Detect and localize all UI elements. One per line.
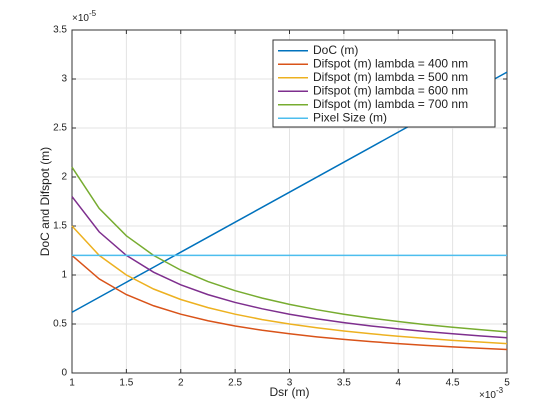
x-tick-label: 4.5: [446, 378, 460, 389]
y-tick-label: 1.5: [53, 221, 67, 232]
legend-label: DoC (m): [313, 43, 358, 57]
multiplier-base: ×10: [72, 13, 89, 24]
x-tick-label: 5: [504, 378, 510, 389]
y-tick-label: 0.5: [53, 319, 67, 330]
legend-box: [272, 39, 496, 128]
legend-label: Difspot (m) lambda = 400 nm: [313, 56, 468, 70]
y-tick-label: 3.5: [53, 25, 67, 36]
legend-label: Difspot (m) lambda = 600 nm: [313, 83, 468, 97]
series-line: [71, 196, 508, 339]
axis-multiplier: ×10-3: [479, 386, 504, 401]
multiplier-exponent: -3: [496, 386, 504, 395]
x-tick-label: 4: [395, 378, 401, 389]
multiplier-base: ×10: [479, 390, 496, 401]
series-line: [71, 166, 508, 333]
x-tick-label: 2.5: [228, 378, 242, 389]
y-tick-label: 3: [61, 74, 67, 85]
multiplier-exponent: -5: [89, 9, 97, 18]
x-tick-label: 3.5: [337, 378, 351, 389]
x-tick-label: 2: [178, 378, 184, 389]
y-tick-label: 2: [61, 172, 67, 183]
y-axis-label: DoC and Difspot (m): [38, 147, 52, 256]
x-tick-label: 1.5: [119, 378, 133, 389]
axes-box: [71, 29, 508, 374]
series-line: [71, 225, 508, 345]
axis-multiplier: ×10-5: [72, 9, 97, 24]
x-tick-label: 3: [287, 378, 293, 389]
legend-label: Pixel Size (m): [313, 110, 387, 124]
y-tick-label: 0: [61, 368, 67, 379]
y-tick-label: 1: [61, 270, 67, 281]
x-axis-label: Dsr (m): [270, 385, 310, 399]
y-tick-label: 2.5: [53, 123, 67, 134]
x-tick-label: 1: [69, 378, 75, 389]
legend-label: Difspot (m) lambda = 700 nm: [313, 97, 468, 111]
legend-label: Difspot (m) lambda = 500 nm: [313, 70, 468, 84]
series-line: [71, 254, 508, 351]
